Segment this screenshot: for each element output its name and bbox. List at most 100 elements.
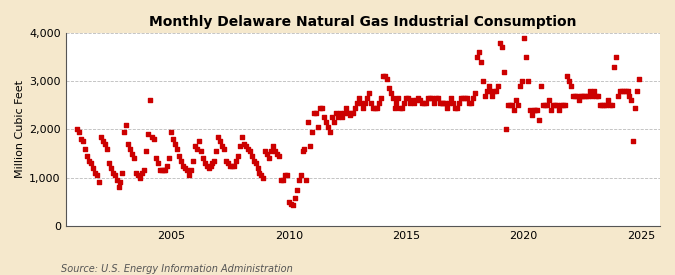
Point bbox=[109, 173, 120, 177]
Point bbox=[371, 106, 382, 110]
Point bbox=[117, 170, 128, 175]
Point bbox=[501, 127, 512, 132]
Point bbox=[146, 134, 157, 139]
Point bbox=[164, 156, 175, 161]
Point bbox=[514, 84, 525, 88]
Point bbox=[370, 106, 381, 110]
Point bbox=[473, 50, 484, 54]
Point bbox=[479, 94, 490, 98]
Point bbox=[495, 40, 506, 45]
Point bbox=[547, 103, 558, 108]
Point bbox=[481, 89, 492, 93]
Point bbox=[307, 130, 318, 134]
Point bbox=[608, 65, 619, 69]
Point bbox=[606, 103, 617, 108]
Point bbox=[182, 168, 192, 173]
Point bbox=[297, 149, 308, 153]
Point bbox=[231, 159, 242, 163]
Point bbox=[427, 96, 437, 100]
Point bbox=[219, 147, 230, 151]
Point bbox=[78, 139, 88, 144]
Point bbox=[340, 106, 351, 110]
Point bbox=[238, 142, 249, 146]
Point bbox=[387, 96, 398, 100]
Point bbox=[540, 103, 551, 108]
Point bbox=[497, 45, 508, 50]
Point bbox=[291, 188, 302, 192]
Point bbox=[462, 96, 472, 100]
Point bbox=[601, 103, 612, 108]
Point bbox=[188, 159, 198, 163]
Point bbox=[554, 108, 564, 112]
Point bbox=[317, 106, 327, 110]
Point bbox=[288, 203, 298, 207]
Point bbox=[508, 108, 519, 112]
Point bbox=[562, 74, 572, 79]
Point bbox=[82, 154, 92, 158]
Point bbox=[94, 180, 105, 185]
Point bbox=[418, 101, 429, 105]
Point bbox=[295, 173, 306, 177]
Point bbox=[103, 161, 114, 165]
Point bbox=[579, 94, 590, 98]
Point bbox=[221, 159, 232, 163]
Point bbox=[483, 84, 494, 88]
Point bbox=[321, 120, 331, 124]
Point bbox=[436, 101, 447, 105]
Point bbox=[266, 149, 277, 153]
Point bbox=[560, 103, 570, 108]
Point bbox=[505, 103, 516, 108]
Point bbox=[375, 96, 386, 100]
Point bbox=[140, 149, 151, 153]
Point bbox=[275, 178, 286, 182]
Point bbox=[626, 98, 637, 103]
Point bbox=[458, 96, 468, 100]
Point bbox=[311, 110, 322, 115]
Point bbox=[232, 154, 243, 158]
Point bbox=[434, 101, 445, 105]
Point bbox=[290, 196, 300, 200]
Point bbox=[446, 96, 457, 100]
Point bbox=[366, 101, 377, 105]
Point bbox=[577, 94, 588, 98]
Point bbox=[170, 142, 181, 146]
Point bbox=[101, 147, 112, 151]
Point bbox=[510, 98, 521, 103]
Point bbox=[227, 163, 238, 168]
Point bbox=[581, 94, 592, 98]
Point bbox=[76, 137, 86, 141]
Point bbox=[336, 115, 347, 120]
Point bbox=[184, 173, 194, 177]
Point bbox=[358, 106, 369, 110]
Point bbox=[532, 108, 543, 112]
Point bbox=[178, 163, 188, 168]
Point bbox=[313, 125, 323, 129]
Point bbox=[477, 79, 488, 83]
Point bbox=[401, 96, 412, 100]
Point bbox=[393, 96, 404, 100]
Point bbox=[538, 103, 549, 108]
Point bbox=[551, 103, 562, 108]
Point bbox=[273, 154, 284, 158]
Point bbox=[438, 101, 449, 105]
Point bbox=[262, 151, 273, 156]
Point bbox=[160, 168, 171, 173]
Point bbox=[144, 98, 155, 103]
Point bbox=[373, 101, 384, 105]
Point bbox=[503, 103, 514, 108]
Point bbox=[464, 101, 475, 105]
Point bbox=[622, 89, 633, 93]
Point bbox=[111, 178, 122, 182]
Point bbox=[86, 161, 97, 165]
Point bbox=[403, 96, 414, 100]
Point bbox=[391, 101, 402, 105]
Point bbox=[92, 173, 103, 177]
Point bbox=[256, 173, 267, 177]
Point bbox=[416, 101, 427, 105]
Point bbox=[97, 139, 108, 144]
Point bbox=[599, 103, 610, 108]
Point bbox=[558, 103, 568, 108]
Point bbox=[133, 173, 144, 177]
Point bbox=[148, 137, 159, 141]
Point bbox=[281, 173, 292, 177]
